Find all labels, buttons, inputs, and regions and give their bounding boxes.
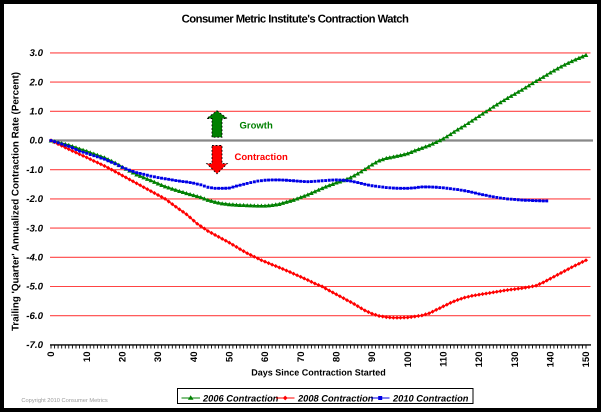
svg-text:110: 110 <box>439 352 450 367</box>
svg-text:Growth: Growth <box>240 121 273 132</box>
svg-text:140: 140 <box>546 352 557 368</box>
svg-text:-7.0: -7.0 <box>26 340 43 351</box>
svg-text:0.0: 0.0 <box>30 136 44 147</box>
svg-text:Days Since Contraction Started: Days Since Contraction Started <box>251 368 386 378</box>
svg-text:2.0: 2.0 <box>29 77 44 88</box>
svg-text:1.0: 1.0 <box>30 107 44 118</box>
svg-text:2006 Contraction: 2006 Contraction <box>202 393 279 403</box>
svg-text:-6.0: -6.0 <box>26 311 43 322</box>
svg-text:2010 Contraction: 2010 Contraction <box>392 393 469 403</box>
svg-text:-3.0: -3.0 <box>26 223 43 234</box>
svg-text:Contraction: Contraction <box>235 152 289 163</box>
svg-text:-4.0: -4.0 <box>26 253 43 264</box>
svg-text:80: 80 <box>332 352 343 363</box>
svg-text:10: 10 <box>82 352 93 363</box>
svg-text:40: 40 <box>189 352 200 363</box>
svg-text:0: 0 <box>46 352 57 357</box>
svg-text:70: 70 <box>296 352 307 363</box>
svg-text:Copyright 2010 Consumer Metric: Copyright 2010 Consumer Metrics <box>21 397 107 404</box>
svg-text:3.0: 3.0 <box>30 48 44 59</box>
svg-text:-2.0: -2.0 <box>26 194 43 205</box>
svg-text:150: 150 <box>581 352 592 368</box>
svg-text:Consumer Metric Institute's Co: Consumer Metric Institute's Contraction … <box>182 14 409 26</box>
svg-text:20: 20 <box>118 352 129 363</box>
svg-text:100: 100 <box>403 352 414 368</box>
svg-text:-5.0: -5.0 <box>26 282 43 293</box>
svg-text:120: 120 <box>474 352 485 368</box>
svg-text:Trailing 'Quarter' Annualized: Trailing 'Quarter' Annualized Contractio… <box>11 72 22 331</box>
svg-text:30: 30 <box>153 352 164 363</box>
svg-text:2008 Contraction: 2008 Contraction <box>297 393 374 403</box>
svg-text:-1.0: -1.0 <box>26 165 43 176</box>
svg-text:130: 130 <box>510 352 521 368</box>
svg-text:50: 50 <box>225 352 236 363</box>
svg-text:90: 90 <box>367 352 378 363</box>
svg-text:60: 60 <box>260 352 271 363</box>
